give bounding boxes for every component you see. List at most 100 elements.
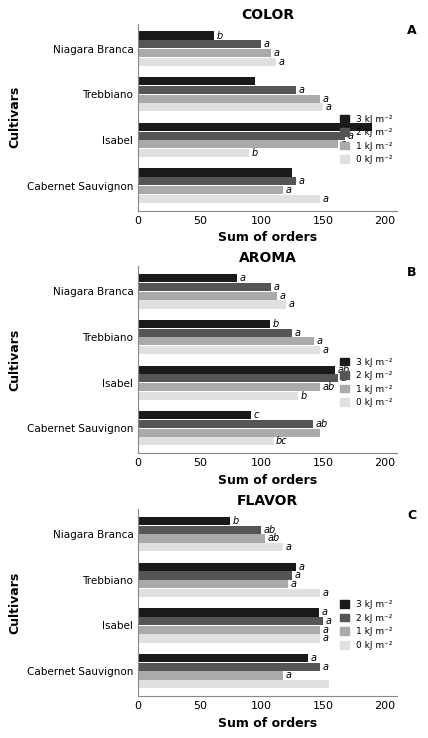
Bar [138, 149, 249, 157]
Text: a: a [286, 670, 292, 680]
Bar [138, 195, 321, 203]
Text: a: a [323, 587, 329, 598]
Text: a: a [239, 273, 245, 283]
Text: A: A [407, 24, 417, 36]
Text: C: C [407, 509, 416, 522]
Text: a: a [286, 185, 292, 195]
Bar [138, 186, 283, 194]
Text: b: b [301, 390, 307, 401]
Bar [138, 300, 286, 308]
Bar [138, 32, 214, 40]
Bar [138, 517, 231, 525]
Bar [138, 672, 283, 680]
Bar [138, 392, 298, 400]
X-axis label: Sum of orders: Sum of orders [218, 231, 317, 244]
Text: a: a [323, 662, 329, 672]
Text: ab: ab [338, 365, 350, 375]
Text: ab: ab [264, 525, 276, 535]
Bar [138, 580, 288, 588]
Bar [138, 534, 265, 542]
Bar [138, 429, 321, 437]
Bar [138, 411, 251, 419]
Text: ab: ab [315, 419, 328, 429]
Text: b: b [233, 516, 239, 526]
Legend: 3 kJ m⁻², 2 kJ m⁻², 1 kJ m⁻², 0 kJ m⁻²: 3 kJ m⁻², 2 kJ m⁻², 1 kJ m⁻², 0 kJ m⁻² [336, 354, 396, 411]
Text: a: a [348, 131, 354, 141]
Text: b: b [217, 30, 223, 41]
Text: a: a [294, 570, 300, 581]
Bar [138, 140, 338, 148]
Bar [138, 177, 296, 185]
Text: a: a [323, 94, 329, 103]
Text: c: c [254, 410, 259, 421]
Bar [138, 543, 283, 551]
Text: a: a [323, 193, 329, 204]
Title: COLOR: COLOR [241, 8, 294, 22]
Text: a: a [279, 57, 285, 66]
Text: a: a [288, 300, 294, 309]
X-axis label: Sum of orders: Sum of orders [218, 717, 317, 730]
Bar [138, 49, 271, 57]
Bar [138, 103, 323, 111]
Bar [138, 77, 255, 86]
X-axis label: Sum of orders: Sum of orders [218, 474, 317, 487]
Text: b: b [251, 148, 258, 158]
Text: a: a [273, 282, 279, 292]
Text: a: a [311, 653, 317, 663]
Title: AROMA: AROMA [238, 251, 296, 265]
Bar [138, 374, 338, 382]
Legend: 3 kJ m⁻², 2 kJ m⁻², 1 kJ m⁻², 0 kJ m⁻²: 3 kJ m⁻², 2 kJ m⁻², 1 kJ m⁻², 0 kJ m⁻² [336, 597, 396, 653]
Bar [138, 94, 321, 103]
Bar [138, 562, 296, 571]
Bar [138, 86, 296, 94]
Bar [138, 525, 261, 534]
Text: a: a [325, 616, 331, 626]
Text: a: a [298, 562, 304, 572]
Bar [138, 40, 261, 49]
Bar [138, 680, 329, 689]
Bar [138, 663, 321, 671]
Bar [138, 438, 273, 446]
Text: a: a [317, 337, 323, 346]
Bar [138, 626, 321, 634]
Text: a: a [280, 291, 286, 300]
Bar [138, 346, 321, 354]
Text: a: a [286, 542, 292, 552]
Y-axis label: Cultivars: Cultivars [8, 86, 21, 148]
Text: a: a [323, 625, 329, 635]
Bar [138, 168, 292, 176]
Text: bc: bc [276, 436, 288, 446]
Bar [138, 58, 276, 66]
Bar [138, 292, 277, 300]
Bar [138, 571, 292, 579]
Text: a: a [325, 103, 331, 112]
Bar [138, 608, 319, 616]
Text: a: a [298, 176, 304, 186]
Text: a: a [340, 373, 346, 383]
Text: B: B [407, 266, 416, 279]
Text: a: a [323, 633, 329, 644]
Text: ab: ab [268, 534, 280, 543]
Legend: 3 kJ m⁻², 2 kJ m⁻², 1 kJ m⁻², 0 kJ m⁻²: 3 kJ m⁻², 2 kJ m⁻², 1 kJ m⁻², 0 kJ m⁻² [336, 111, 396, 168]
Text: a: a [264, 39, 270, 49]
Bar [138, 328, 292, 337]
Bar [138, 654, 308, 662]
Y-axis label: Cultivars: Cultivars [8, 328, 21, 391]
Bar [138, 383, 321, 391]
Bar [138, 283, 271, 292]
Bar [138, 320, 270, 328]
Text: a: a [323, 345, 329, 355]
Y-axis label: Cultivars: Cultivars [8, 571, 21, 634]
Text: a: a [291, 579, 297, 589]
Text: a: a [273, 48, 279, 58]
Bar [138, 123, 372, 131]
Text: b: b [272, 319, 279, 329]
Bar [138, 589, 321, 597]
Bar [138, 337, 314, 345]
Text: ab: ab [323, 382, 335, 392]
Bar [138, 635, 321, 643]
Bar [138, 275, 237, 283]
Bar [138, 131, 345, 139]
Text: a: a [298, 85, 304, 95]
Bar [138, 420, 313, 428]
